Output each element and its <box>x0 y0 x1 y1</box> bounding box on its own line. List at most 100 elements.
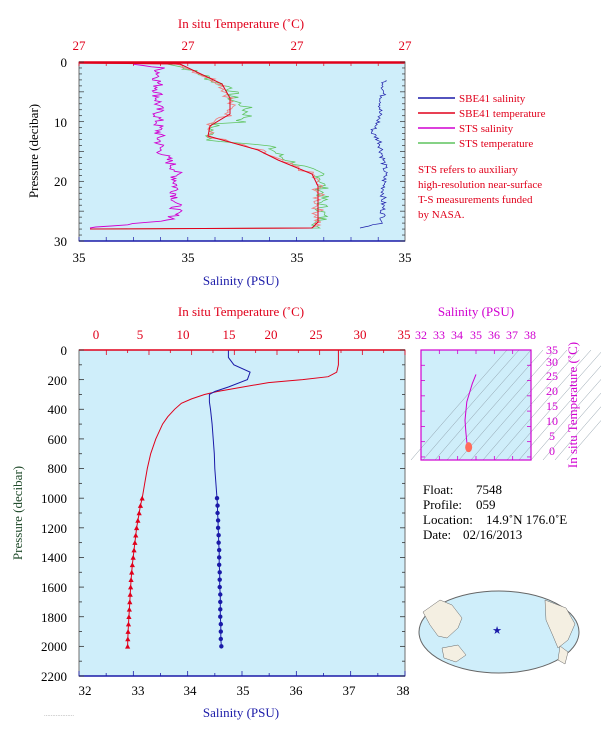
temp-tick-label: 30 <box>354 327 367 342</box>
ts-sal-tick-label: 37 <box>506 328 518 342</box>
full-profile-sal-title: Salinity (PSU) <box>203 705 279 720</box>
density-contour <box>518 365 601 461</box>
near-surface-panel: In situ Temperature (˚C) 27 27 27 27 35 … <box>26 16 412 288</box>
sts-temperature-line <box>89 62 329 230</box>
sts-note-line-2: high-resolution near-surface <box>418 179 542 191</box>
near-surface-p-tick-3: 30 <box>54 234 67 249</box>
temperature-marker <box>134 525 140 531</box>
pressure-tick-label: 1000 <box>41 491 67 506</box>
sbe41-temperature-band <box>83 62 326 230</box>
near-surface-sal-tick-2: 35 <box>291 250 304 265</box>
legend-label-sts-salinity: STS salinity <box>459 123 514 135</box>
near-surface-plot-area <box>79 62 405 241</box>
sal-tick-label: 38 <box>397 683 410 698</box>
profile-value: 059 <box>476 497 496 512</box>
near-surface-sal-tick-0: 35 <box>73 250 86 265</box>
temperature-marker <box>128 577 134 582</box>
sts-note-line-4: by NASA. <box>418 209 465 221</box>
legend-label-sbe41-salinity: SBE41 salinity <box>459 93 526 105</box>
salinity-marker <box>218 614 223 619</box>
full-profile-pressure-ticklabels: 0 200 400 600 800 1000 1200 1400 1600 18… <box>41 343 67 684</box>
ts-temp-tick-label: 10 <box>546 414 558 428</box>
temperature-marker <box>125 643 131 649</box>
near-surface-pressure-title: Pressure (decibar) <box>26 104 41 198</box>
ts-temp-title: In situ Temperature (˚C) <box>565 342 580 468</box>
salinity-marker <box>217 570 222 575</box>
temperature-marker <box>128 584 134 590</box>
ts-series <box>410 349 601 461</box>
near-surface-sal-title: Salinity (PSU) <box>203 273 279 288</box>
ts-sal-tick-label: 35 <box>470 328 482 342</box>
salinity-marker <box>219 644 224 649</box>
density-contour <box>434 349 532 461</box>
footer-stamp: ⋯⋯⋯⋯⋯⋯ <box>44 714 74 719</box>
temperature-marker <box>139 495 145 501</box>
density-contour <box>446 349 544 461</box>
temperature-marker <box>136 510 142 516</box>
temp-tick-label: 25 <box>310 327 323 342</box>
full-profile-pressure-title: Pressure (decibar) <box>10 466 25 560</box>
temp-tick-label: 15 <box>223 327 236 342</box>
ts-temp-tick-label: 15 <box>546 399 558 413</box>
temperature-marker <box>130 554 136 560</box>
temperature-marker <box>127 591 133 597</box>
temperature-marker <box>129 562 135 568</box>
full-profile-plot-area <box>79 350 405 676</box>
legend: SBE41 salinity SBE41 temperature STS sal… <box>418 93 546 221</box>
pressure-tick-label: 400 <box>48 402 68 417</box>
ts-temp-tick-label: 35 <box>546 343 558 357</box>
ts-temp-tick-label: 0 <box>549 444 555 458</box>
ts-deep-cluster <box>465 442 473 453</box>
map-landmass-americas <box>544 599 576 649</box>
temperature-marker <box>125 636 131 642</box>
salinity-marker <box>218 621 224 627</box>
sal-tick-label: 32 <box>79 683 92 698</box>
pressure-tick-label: 0 <box>61 343 68 358</box>
salinity-marker <box>215 503 220 508</box>
near-surface-temp-tick-1: 27 <box>182 38 196 53</box>
full-profile-panel: In situ Temperature (˚C) 0 5 10 15 20 25… <box>10 304 411 720</box>
world-map: ★ <box>418 590 580 674</box>
temperature-marker <box>131 547 137 553</box>
full-profile-sal-ticklabels: 32 33 34 35 36 37 38 <box>79 683 410 698</box>
density-contour <box>542 392 601 461</box>
salinity-marker <box>216 562 222 568</box>
salinity-marker <box>214 495 220 501</box>
sal-tick-label: 36 <box>290 683 304 698</box>
float-label: Float: <box>423 482 453 497</box>
salinity-marker <box>218 629 224 634</box>
density-contour <box>470 349 568 461</box>
pressure-tick-label: 2000 <box>41 639 67 654</box>
temperature-marker <box>137 502 144 508</box>
temp-tick-label: 5 <box>137 327 144 342</box>
temperature-marker <box>125 621 132 627</box>
pressure-tick-label: 600 <box>48 432 68 447</box>
float-location-marker: ★ <box>492 625 502 637</box>
ts-plot-area <box>421 350 531 460</box>
density-contour <box>530 379 601 461</box>
salinity-marker <box>215 525 221 531</box>
density-contour <box>482 349 580 461</box>
temperature-marker <box>126 606 132 612</box>
legend-label-sts-temperature: STS temperature <box>459 138 533 150</box>
near-surface-temp-title: In situ Temperature (˚C) <box>178 16 304 31</box>
temp-tick-label: 35 <box>398 327 411 342</box>
ts-temp-tick-label: 20 <box>546 384 558 398</box>
salinity-marker <box>216 555 222 560</box>
float-value: 7548 <box>476 482 502 497</box>
near-surface-p-tick-1: 10 <box>54 115 67 130</box>
temperature-marker <box>129 569 135 575</box>
density-contour <box>506 351 601 461</box>
temp-tick-label: 20 <box>265 327 278 342</box>
full-profile-ticks <box>78 349 406 677</box>
sts-salinity-line <box>89 62 183 229</box>
density-contour <box>554 406 601 461</box>
temperature-marker <box>135 517 141 523</box>
pressure-tick-label: 2200 <box>41 669 67 684</box>
sts-note-line-1: STS refers to auxiliary <box>418 164 518 176</box>
ts-sal-title: Salinity (PSU) <box>438 304 514 319</box>
map-landmass-south-america <box>557 645 569 665</box>
legend-label-sbe41-temperature: SBE41 temperature <box>459 108 546 120</box>
sal-tick-label: 35 <box>237 683 250 698</box>
